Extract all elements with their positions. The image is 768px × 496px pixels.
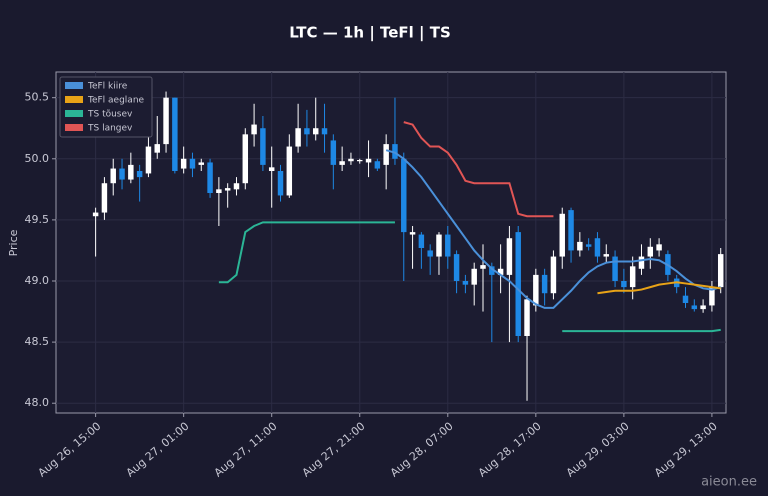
- legend-label: TeFl aeglane: [87, 96, 145, 106]
- candle-body: [577, 241, 583, 251]
- candle-body: [330, 140, 337, 165]
- candle-body: [304, 128, 310, 135]
- candle-body: [216, 189, 222, 193]
- candle-body: [594, 238, 601, 257]
- y-tick-label: 49.5: [25, 213, 50, 226]
- candle-body: [418, 234, 425, 248]
- candle-body: [559, 213, 565, 257]
- legend-swatch: [65, 110, 83, 117]
- y-tick-label: 49.0: [25, 274, 50, 287]
- line-series: [218, 221, 721, 333]
- candle-body: [533, 274, 539, 306]
- candle-body: [339, 161, 345, 165]
- candle-body: [506, 238, 513, 275]
- candle-body: [585, 244, 592, 247]
- candle-body: [128, 164, 134, 180]
- candle-body: [445, 234, 451, 257]
- candle-body: [295, 128, 301, 147]
- line-series: [403, 121, 554, 218]
- candle-body: [462, 281, 469, 285]
- candle-body: [471, 268, 477, 285]
- watermark: aieon.ee: [701, 475, 757, 490]
- chart-title: LTC — 1h | TeFl | TS: [289, 24, 451, 43]
- line-series: [597, 281, 721, 295]
- legend-swatch: [65, 96, 83, 103]
- legend-label: TeFl kiire: [87, 82, 128, 92]
- candle-body: [154, 144, 160, 153]
- candle-body: [207, 162, 213, 193]
- candle-body: [92, 212, 99, 217]
- plot-area: [55, 71, 727, 414]
- candle-body: [233, 183, 240, 190]
- y-tick-label: 50.0: [25, 152, 50, 165]
- candle-body: [392, 144, 398, 159]
- candle-body: [621, 281, 627, 288]
- candle-body: [312, 128, 319, 135]
- line-series: [385, 149, 721, 309]
- candle-body: [119, 168, 125, 180]
- candle-body: [286, 146, 293, 196]
- legend: TeFl kiire TeFl aeglane TS tõusev TS langev: [59, 76, 153, 138]
- candle-body: [682, 295, 689, 303]
- legend-label: TS langev: [87, 124, 133, 134]
- candle-body: [224, 188, 231, 191]
- candle-body: [383, 144, 389, 165]
- candle-body: [436, 234, 442, 257]
- candle-body: [409, 232, 416, 235]
- candle-body: [172, 97, 178, 171]
- candle-body: [189, 158, 196, 169]
- candle-body: [612, 256, 618, 281]
- candle-body: [180, 158, 187, 169]
- candle-body: [717, 254, 724, 288]
- y-tick-label: 48.0: [25, 396, 50, 409]
- candle-body: [348, 158, 354, 162]
- y-tick-label: 48.5: [25, 335, 50, 348]
- candle-body: [251, 124, 257, 135]
- candle-body: [365, 158, 372, 163]
- candle-body: [647, 246, 654, 257]
- candle-body: [489, 266, 495, 275]
- candle-body: [453, 254, 460, 281]
- candle-body: [497, 268, 504, 275]
- candle-body: [515, 232, 521, 336]
- candle-body: [374, 161, 381, 169]
- legend-label: TS tõusev: [87, 110, 133, 120]
- candle-body: [401, 158, 407, 233]
- candle-body: [268, 167, 275, 171]
- candle-body: [101, 183, 108, 213]
- candle-body: [603, 254, 609, 257]
- legend-swatch: [65, 124, 83, 131]
- candle-body: [638, 256, 645, 269]
- candle-body: [321, 128, 328, 135]
- y-axis-label: Price: [7, 229, 20, 256]
- candle-body: [700, 305, 706, 310]
- candle-body: [260, 128, 266, 165]
- candle-body: [163, 97, 169, 145]
- candle-body: [480, 265, 486, 269]
- candle-body: [709, 287, 715, 306]
- candle-body: [541, 274, 548, 294]
- candle-body: [568, 210, 574, 251]
- candle-body: [656, 244, 662, 251]
- candle-body: [691, 305, 698, 310]
- legend-box: [59, 76, 153, 138]
- candle-body: [427, 250, 433, 257]
- candle-body: [277, 171, 284, 196]
- candle-body: [357, 160, 363, 162]
- candle-body: [524, 299, 530, 336]
- candle-body: [198, 162, 204, 165]
- y-tick-label: 50.5: [25, 91, 50, 104]
- candle-body: [242, 134, 249, 184]
- legend-swatch: [65, 82, 83, 89]
- candle-body: [136, 171, 143, 178]
- candle-body: [629, 266, 636, 288]
- candle-body: [110, 168, 116, 184]
- candle-body: [550, 256, 557, 294]
- candle-body: [145, 146, 152, 174]
